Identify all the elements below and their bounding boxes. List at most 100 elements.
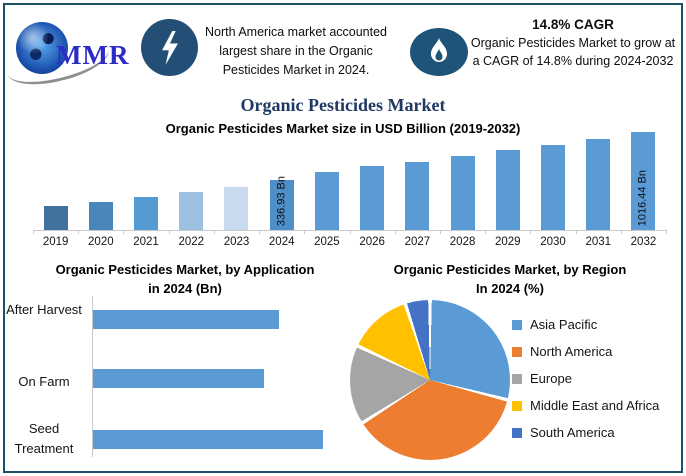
application-chart-title-line2: in 2024 (Bn) bbox=[148, 281, 222, 296]
bar-value-label-2032: 1016.44 Bn bbox=[636, 169, 649, 226]
bar-cell-2032: 1016.44 Bn bbox=[621, 132, 666, 230]
legend-item-4: South America bbox=[512, 419, 659, 446]
application-label-1: On Farm bbox=[18, 374, 70, 389]
axis-tick bbox=[168, 230, 170, 234]
legend-swatch-2 bbox=[512, 373, 522, 384]
axis-tick bbox=[349, 230, 351, 234]
axis-tick bbox=[78, 230, 80, 234]
year-label-2030: 2030 bbox=[540, 236, 566, 248]
region-legend: Asia Pacific North America Europe Middle Ea… bbox=[512, 311, 659, 446]
legend-item-1: North America bbox=[512, 338, 659, 365]
legend-label-3: Middle East and Africa bbox=[530, 398, 660, 413]
application-chart-title-line1: Organic Pesticides Market, by Applicatio… bbox=[55, 262, 315, 277]
axis-tick bbox=[259, 230, 261, 234]
bar-2030 bbox=[541, 145, 566, 230]
legend-item-3: Middle East and Africa bbox=[512, 392, 659, 419]
axis-tick bbox=[304, 230, 306, 234]
bar-cell-2030 bbox=[530, 132, 575, 230]
cagr-text: Organic Pesticides Market to grow at a C… bbox=[470, 36, 676, 69]
logo-text: MMR bbox=[56, 40, 130, 70]
application-chart-axis bbox=[92, 296, 93, 457]
legend-item-2: Europe bbox=[512, 365, 659, 392]
legend-label-0: Asia Pacific bbox=[530, 317, 598, 332]
bar-cell-2021 bbox=[123, 132, 168, 230]
year-label-2028: 2028 bbox=[449, 236, 476, 248]
bar-cell-2024: 336.93 Bn bbox=[259, 132, 304, 230]
year-label-2023: 2023 bbox=[223, 236, 250, 248]
axis-tick bbox=[33, 230, 34, 234]
region-chart-title-line2: In 2024 (%) bbox=[476, 281, 544, 296]
axis-tick bbox=[123, 230, 125, 234]
bar-2025 bbox=[314, 172, 339, 230]
bar-cell-2020 bbox=[78, 132, 123, 230]
legend-label-2: Europe bbox=[530, 371, 572, 386]
year-label-2032: 2032 bbox=[630, 236, 657, 248]
bar-cell-2019 bbox=[33, 132, 78, 230]
application-label-0: After Harvest bbox=[6, 302, 82, 317]
year-label-2019: 2019 bbox=[42, 236, 69, 248]
axis-tick bbox=[213, 230, 215, 234]
bar-value-label-2024: 336.93 Bn bbox=[275, 175, 288, 226]
legend-item-0: Asia Pacific bbox=[512, 311, 659, 338]
application-label-2: Seed Treatment bbox=[14, 421, 74, 456]
globe-icon bbox=[16, 22, 68, 74]
axis-tick bbox=[620, 230, 622, 234]
lightning-icon bbox=[161, 30, 178, 65]
year-label-2025: 2025 bbox=[314, 236, 340, 248]
bar-2029 bbox=[495, 150, 520, 230]
axis-tick bbox=[575, 230, 577, 234]
yearly-chart-title: Organic Pesticides Market size in USD Bi… bbox=[165, 121, 521, 136]
bar-2020 bbox=[88, 202, 113, 230]
axis-tick bbox=[530, 230, 532, 234]
legend-label-4: South America bbox=[530, 425, 615, 440]
legend-swatch-4 bbox=[512, 427, 522, 438]
mmr-logo: MMR bbox=[2, 16, 142, 94]
legend-label-1: North America bbox=[530, 344, 613, 359]
bar-cell-2025 bbox=[304, 132, 349, 230]
bar-cell-2031 bbox=[576, 132, 621, 230]
legend-swatch-3 bbox=[512, 400, 522, 411]
cagr-heading: 14.8% CAGR bbox=[532, 17, 614, 32]
legend-swatch-1 bbox=[512, 346, 522, 357]
yearly-axis bbox=[33, 230, 667, 234]
year-label-2022: 2022 bbox=[178, 236, 205, 248]
page-title: Organic Pesticides Market bbox=[240, 95, 446, 115]
year-label-2026: 2026 bbox=[359, 236, 385, 248]
year-label-2024: 2024 bbox=[268, 236, 295, 248]
bar-cell-2026 bbox=[350, 132, 395, 230]
year-label-2029: 2029 bbox=[495, 236, 521, 248]
legend-swatch-0 bbox=[512, 319, 522, 330]
axis-tick bbox=[485, 230, 487, 234]
bar-2027 bbox=[405, 162, 430, 230]
bar-2031 bbox=[586, 139, 611, 230]
bar-cell-2029 bbox=[485, 132, 530, 230]
bar-cell-2022 bbox=[169, 132, 214, 230]
bar-2024: 336.93 Bn bbox=[269, 176, 294, 230]
axis-tick bbox=[439, 230, 441, 234]
year-label-2027: 2027 bbox=[404, 236, 431, 248]
year-label-2031: 2031 bbox=[585, 236, 612, 248]
axis-tick bbox=[394, 230, 396, 234]
bar-2022 bbox=[179, 192, 204, 230]
highlight-right: 14.8% CAGR Organic Pesticides Market to … bbox=[468, 17, 678, 70]
bar-cell-2023 bbox=[214, 132, 259, 230]
flame-icon bbox=[431, 38, 447, 62]
bar-2021 bbox=[134, 197, 159, 230]
application-bar-0 bbox=[93, 310, 279, 329]
bar-cell-2027 bbox=[395, 132, 440, 230]
yearly-bars: 336.93 Bn 1016.44 Bn bbox=[33, 132, 666, 230]
axis-tick bbox=[666, 230, 667, 234]
year-label-2021: 2021 bbox=[133, 236, 159, 248]
yearly-year-labels: 2019 2020 2021 2022 2023 2024 2025 2026 2027 2028… bbox=[33, 236, 666, 248]
bar-2026 bbox=[360, 166, 385, 230]
highlight-left-text: North America market accounted largest s… bbox=[204, 25, 388, 77]
bar-2019 bbox=[43, 206, 68, 230]
application-bar-1 bbox=[93, 369, 264, 388]
application-bar-2 bbox=[93, 430, 323, 449]
flame-badge bbox=[410, 28, 468, 76]
region-pie bbox=[350, 300, 510, 460]
year-label-2020: 2020 bbox=[88, 236, 114, 248]
lightning-badge bbox=[141, 19, 198, 76]
bar-2032: 1016.44 Bn bbox=[631, 132, 656, 230]
